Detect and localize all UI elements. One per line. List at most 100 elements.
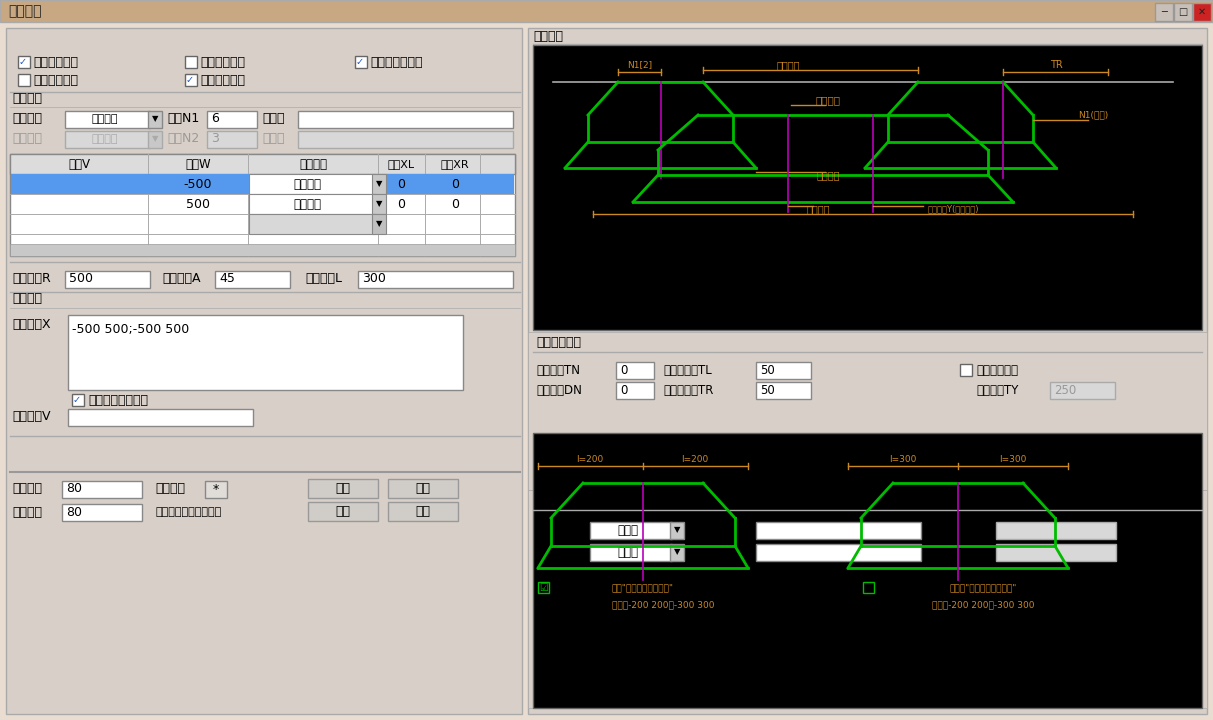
Text: 顶底加强钢筋: 顶底加强钢筋 bbox=[536, 336, 581, 348]
Bar bbox=[756, 382, 811, 399]
Text: 底缘层数DN: 底缘层数DN bbox=[536, 384, 582, 397]
Text: 焊接长度L: 焊接长度L bbox=[304, 272, 342, 286]
Text: ✓: ✓ bbox=[73, 395, 81, 405]
Text: 顶缘左缩进TL: 顶缘左缩进TL bbox=[664, 364, 712, 377]
Text: 500: 500 bbox=[69, 272, 93, 286]
Text: 参考位置V: 参考位置V bbox=[12, 410, 51, 423]
Text: 输出图形: 输出图形 bbox=[155, 482, 186, 495]
Text: 立面比例: 立面比例 bbox=[12, 482, 42, 495]
Text: *: * bbox=[212, 482, 220, 495]
Text: 顶缘下层偏移: 顶缘下层偏移 bbox=[976, 364, 1018, 377]
Text: 右端缩进TR: 右端缩进TR bbox=[928, 546, 972, 559]
Text: 50: 50 bbox=[761, 384, 775, 397]
Text: 位置V: 位置V bbox=[68, 158, 90, 171]
Text: 自动计算: 自动计算 bbox=[92, 114, 118, 124]
Text: ✓: ✓ bbox=[186, 75, 194, 85]
Text: 斜筋位置X: 斜筋位置X bbox=[12, 318, 51, 331]
Text: 顶缘点: 顶缘点 bbox=[262, 112, 285, 125]
Bar bbox=[68, 315, 463, 390]
Text: 配置骨架钢筋: 配置骨架钢筋 bbox=[33, 55, 78, 68]
Text: 50: 50 bbox=[761, 364, 775, 377]
Bar bbox=[528, 332, 1207, 490]
Text: 勾选"斜筋位置相对弯筋": 勾选"斜筋位置相对弯筋" bbox=[613, 583, 674, 593]
Text: 骨架角度A: 骨架角度A bbox=[163, 272, 200, 286]
Text: 顶缘层数TN: 顶缘层数TN bbox=[536, 364, 580, 377]
Text: 瑞入：-200 200；-300 300: 瑞入：-200 200；-300 300 bbox=[611, 600, 714, 610]
Bar bbox=[670, 544, 684, 561]
Text: ▼: ▼ bbox=[673, 547, 680, 557]
Bar bbox=[298, 111, 513, 128]
Text: 6: 6 bbox=[211, 112, 218, 125]
Text: 槽口骨架: 槽口骨架 bbox=[12, 132, 42, 145]
Text: 设置圆弧点钢筋: 设置圆弧点钢筋 bbox=[370, 55, 422, 68]
Text: 0: 0 bbox=[620, 384, 627, 397]
Bar bbox=[186, 56, 197, 68]
Text: 500: 500 bbox=[186, 197, 210, 210]
Text: 顶缘并置点: 顶缘并置点 bbox=[690, 523, 725, 536]
Text: 不设置: 不设置 bbox=[617, 523, 638, 536]
Bar bbox=[205, 481, 227, 498]
Text: 顶部连束: 顶部连束 bbox=[815, 95, 841, 105]
Text: 骨架斜筋: 骨架斜筋 bbox=[12, 292, 42, 305]
Bar bbox=[18, 74, 30, 86]
Text: ✓: ✓ bbox=[19, 57, 27, 67]
Bar bbox=[616, 382, 654, 399]
Bar bbox=[616, 362, 654, 379]
Text: 延伸XR: 延伸XR bbox=[440, 159, 469, 169]
Text: 顶部布置: 顶部布置 bbox=[294, 178, 321, 191]
Bar bbox=[388, 479, 459, 498]
Text: TR: TR bbox=[1049, 60, 1063, 70]
Text: 骨架钢筋侧焊: 骨架钢筋侧焊 bbox=[200, 55, 245, 68]
Text: 确定: 确定 bbox=[336, 482, 351, 495]
Bar bbox=[207, 111, 257, 128]
Bar bbox=[533, 433, 1202, 708]
Bar bbox=[66, 131, 150, 148]
Text: 打开: 打开 bbox=[416, 505, 431, 518]
Text: 断面比例: 断面比例 bbox=[12, 505, 42, 518]
Text: 80: 80 bbox=[66, 482, 82, 495]
Text: 延伸XL: 延伸XL bbox=[387, 159, 415, 169]
Text: □: □ bbox=[1178, 7, 1188, 17]
Bar bbox=[62, 481, 142, 498]
Text: 顶缘骨架: 顶缘骨架 bbox=[12, 112, 42, 125]
Text: 水平W: 水平W bbox=[186, 158, 211, 171]
Bar bbox=[996, 522, 1116, 539]
Text: 取消: 取消 bbox=[416, 482, 431, 495]
Bar bbox=[372, 214, 386, 234]
Bar bbox=[298, 131, 513, 148]
Bar bbox=[66, 111, 150, 128]
Bar bbox=[308, 479, 378, 498]
Text: 自动计算: 自动计算 bbox=[92, 134, 118, 144]
Text: 控制位置Y(可不输入): 控制位置Y(可不输入) bbox=[927, 204, 979, 214]
Bar bbox=[10, 154, 516, 174]
Text: ▼: ▼ bbox=[673, 526, 680, 534]
Bar bbox=[308, 502, 378, 521]
Text: I=300: I=300 bbox=[1000, 454, 1026, 464]
Text: 偏移距离TY: 偏移距离TY bbox=[976, 384, 1019, 397]
Text: 250: 250 bbox=[1054, 384, 1076, 397]
Text: I=200: I=200 bbox=[682, 454, 708, 464]
Bar bbox=[1194, 3, 1211, 21]
Text: 3: 3 bbox=[211, 132, 218, 145]
Text: 45: 45 bbox=[220, 272, 235, 286]
Text: 0: 0 bbox=[620, 364, 627, 377]
Bar bbox=[862, 582, 875, 593]
Text: 槽口点: 槽口点 bbox=[262, 132, 285, 145]
Text: 钢筋定义: 钢筋定义 bbox=[8, 4, 41, 18]
Text: 图形显示: 图形显示 bbox=[533, 30, 563, 42]
Bar bbox=[756, 362, 811, 379]
Text: ▼: ▼ bbox=[152, 135, 158, 143]
Text: 说明：输入单位毫米。: 说明：输入单位毫米。 bbox=[155, 507, 221, 517]
Bar bbox=[533, 45, 1202, 330]
Text: 保存: 保存 bbox=[336, 505, 351, 518]
Text: 顶缘N1: 顶缘N1 bbox=[167, 112, 199, 125]
Text: N1[2]: N1[2] bbox=[627, 60, 653, 70]
Bar bbox=[6, 28, 522, 714]
Bar bbox=[358, 271, 513, 288]
Text: 顶部布置: 顶部布置 bbox=[776, 60, 799, 70]
Text: 不勾选"斜筋位置相对弯筋": 不勾选"斜筋位置相对弯筋" bbox=[950, 583, 1016, 593]
Bar bbox=[66, 271, 150, 288]
Text: 形状类型: 形状类型 bbox=[298, 158, 328, 171]
Text: 底部连束: 底部连束 bbox=[807, 204, 830, 214]
Text: 骨架合并名称: 骨架合并名称 bbox=[200, 73, 245, 86]
